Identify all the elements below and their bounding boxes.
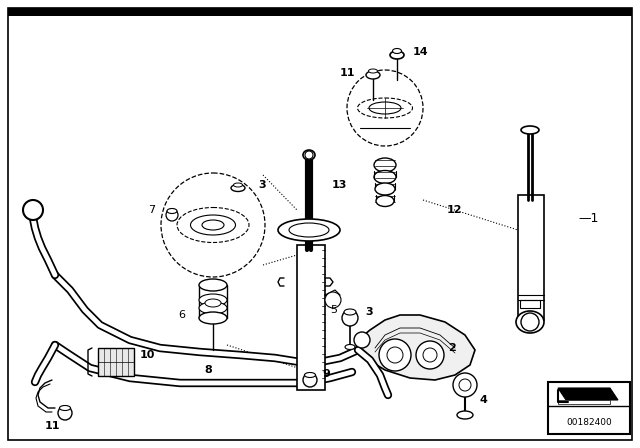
Polygon shape [558, 400, 610, 404]
Bar [297, 245, 325, 390]
Ellipse shape [191, 215, 236, 235]
Text: 3: 3 [365, 307, 372, 317]
Ellipse shape [305, 372, 316, 378]
Ellipse shape [199, 302, 227, 314]
Circle shape [521, 313, 539, 331]
Ellipse shape [375, 183, 395, 195]
Circle shape [459, 379, 471, 391]
Ellipse shape [177, 207, 249, 242]
Ellipse shape [369, 102, 401, 114]
Text: 13: 13 [332, 180, 347, 190]
Text: 8: 8 [204, 365, 212, 375]
Text: 9: 9 [322, 369, 330, 379]
Text: 12: 12 [447, 205, 463, 215]
Ellipse shape [303, 150, 315, 160]
Bar [8, 8, 632, 16]
Circle shape [416, 341, 444, 369]
Ellipse shape [199, 312, 227, 324]
Ellipse shape [392, 48, 401, 53]
Bar [548, 382, 630, 434]
Circle shape [325, 292, 341, 308]
Ellipse shape [457, 411, 473, 419]
Circle shape [387, 347, 403, 363]
Circle shape [453, 373, 477, 397]
Ellipse shape [234, 183, 243, 187]
Text: 2: 2 [448, 343, 456, 353]
Text: 00182400: 00182400 [566, 418, 612, 427]
Ellipse shape [199, 279, 227, 291]
Bar [520, 300, 540, 308]
Polygon shape [558, 388, 618, 400]
Text: 11: 11 [339, 68, 355, 78]
Circle shape [347, 70, 423, 146]
Ellipse shape [366, 71, 380, 79]
Ellipse shape [345, 345, 355, 349]
Ellipse shape [358, 98, 413, 118]
Text: 14: 14 [413, 47, 429, 57]
Ellipse shape [521, 126, 539, 134]
Ellipse shape [344, 309, 356, 315]
Ellipse shape [60, 405, 70, 410]
Text: 3: 3 [258, 180, 266, 190]
Ellipse shape [374, 158, 396, 172]
Text: 5: 5 [330, 305, 337, 315]
Circle shape [423, 348, 437, 362]
Circle shape [23, 200, 43, 220]
Ellipse shape [390, 51, 404, 59]
Bar [98, 348, 134, 376]
Text: 11: 11 [44, 421, 60, 431]
Ellipse shape [374, 171, 396, 184]
Circle shape [161, 173, 265, 277]
Circle shape [166, 209, 178, 221]
Circle shape [379, 339, 411, 371]
Ellipse shape [199, 294, 227, 306]
Text: 10: 10 [140, 350, 156, 360]
Ellipse shape [278, 219, 340, 241]
Circle shape [58, 406, 72, 420]
Ellipse shape [369, 69, 378, 73]
Ellipse shape [289, 223, 329, 237]
Text: 6: 6 [178, 310, 185, 320]
Circle shape [303, 373, 317, 387]
Text: 4: 4 [480, 395, 488, 405]
Circle shape [305, 151, 313, 159]
Ellipse shape [167, 208, 177, 214]
Ellipse shape [205, 299, 221, 307]
Circle shape [354, 332, 370, 348]
Bar [518, 195, 544, 320]
Text: 7: 7 [148, 205, 155, 215]
Ellipse shape [202, 220, 224, 230]
Ellipse shape [376, 195, 394, 207]
Text: —1: —1 [578, 211, 598, 224]
Polygon shape [358, 315, 475, 380]
Ellipse shape [516, 311, 544, 333]
Ellipse shape [231, 185, 245, 191]
Circle shape [342, 310, 358, 326]
